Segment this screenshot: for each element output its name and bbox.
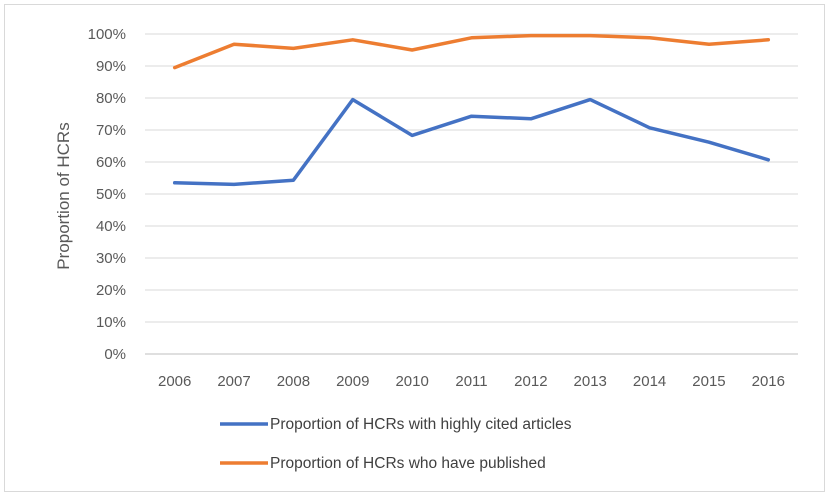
y-tick-label: 30% [96, 250, 126, 267]
y-tick-label: 40% [96, 218, 126, 235]
y-axis-label: Proportion of HCRs [54, 122, 73, 269]
y-axis-ticks: 0% 10% 20% 30% 40% 50% 60% 70% 80% 90% 100% [88, 26, 126, 363]
x-axis-ticks: 2006 2007 2008 2009 2010 2011 2012 2013 2014 2015… [158, 373, 785, 390]
x-tick-label: 2008 [277, 373, 310, 390]
x-tick-label: 2012 [514, 373, 547, 390]
y-tick-label: 60% [96, 154, 126, 171]
series-lines [172, 33, 771, 187]
y-tick-label: 50% [96, 186, 126, 203]
series-line-published [172, 33, 771, 70]
x-tick-label: 2013 [574, 373, 607, 390]
x-tick-label: 2016 [752, 373, 785, 390]
y-tick-label: 0% [104, 346, 126, 363]
series-line-highly-cited [172, 97, 771, 187]
y-tick-label: 80% [96, 90, 126, 107]
x-tick-label: 2010 [395, 373, 428, 390]
x-tick-label: 2011 [455, 373, 487, 390]
y-tick-label: 70% [96, 122, 126, 139]
y-tick-label: 100% [88, 26, 126, 43]
x-tick-label: 2007 [217, 373, 250, 390]
y-tick-label: 10% [96, 314, 126, 331]
chart-frame [4, 4, 825, 492]
x-tick-label: 2006 [158, 373, 191, 390]
x-tick-label: 2009 [336, 373, 369, 390]
x-tick-label: 2014 [633, 373, 666, 390]
x-tick-label: 2015 [692, 373, 725, 390]
legend-label-published: Proportion of HCRs who have published [270, 455, 546, 472]
legend: Proportion of HCRs with highly cited art… [220, 416, 572, 472]
y-tick-label: 20% [96, 282, 126, 299]
legend-label-highly-cited: Proportion of HCRs with highly cited art… [270, 416, 572, 433]
gridlines [145, 33, 798, 355]
y-tick-label: 90% [96, 58, 126, 75]
